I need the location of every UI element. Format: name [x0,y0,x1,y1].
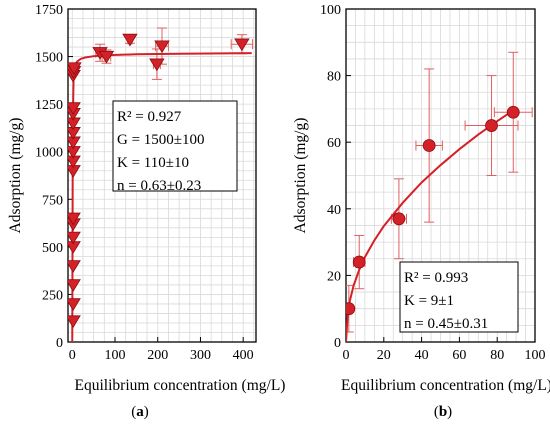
y-tick-label: 40 [327,203,341,218]
fit-stats-frame [399,261,519,333]
y-tick-label: 100 [320,3,341,18]
y-tick-label: 1250 [35,98,63,113]
x-tick-label: 100 [105,348,126,363]
fit-stat-line: G = 1500±100 [117,132,205,148]
y-tick-label: 0 [334,336,341,351]
x-tick-label: 60 [452,348,466,363]
plot-area [68,27,254,342]
plot-frame [345,8,536,343]
fit-curve [71,52,252,342]
fit-stat-line: n = 0.63±0.23 [117,178,201,194]
fit-stats-box: R² = 0.927 G = 1500±100 K = 110±10 n = 0.63… [112,100,238,194]
fit-stat-line: K = 110±10 [117,155,189,171]
fit-curve [346,110,513,342]
y-tick-label: 80 [327,70,341,85]
y-axis-label: Adsorption (mg/g) [7,118,24,234]
fit-stats-box: R² = 0.993 K = 9±1 n = 0.45±0.31 [399,261,519,333]
data-point [346,302,356,316]
data-point [234,38,250,52]
data-point [68,315,81,329]
x-tick-label: 0 [343,348,350,363]
y-tick-label: 500 [42,241,63,256]
y-tick-label: 0 [56,336,63,351]
data-point [68,279,81,292]
fit-stat-line: R² = 0.927 [117,109,182,125]
data-point [68,260,81,273]
data-point [68,298,81,312]
x-axis-label: Equilibrium concentration (mg/L) [75,377,286,394]
y-tick-label: 20 [327,269,341,284]
x-tick-label: 80 [490,348,504,363]
plot-area [346,51,533,342]
y-axis-label: Adsorption (mg/g) [292,118,309,234]
data-point [506,105,520,119]
data-point [485,119,498,132]
data-point [122,33,138,47]
x-tick-label: 400 [233,348,254,363]
x-axis-label: Equilibrium concentration (mg/L) [341,377,550,394]
y-tick-label: 250 [42,288,63,303]
fit-stats-frame [112,100,238,192]
data-point [392,212,406,226]
x-tick-label: 20 [377,348,391,363]
fit-stat-line: R² = 0.993 [404,270,468,286]
plot-frame [67,8,257,343]
y-tick-label: 750 [42,193,63,208]
data-point [68,212,81,226]
y-tick-label: 1500 [35,51,63,66]
data-point [149,58,165,72]
data-point [422,139,436,152]
y-tick-label: 1000 [35,146,63,161]
panel-label-a: (a) [131,404,149,420]
x-tick-label: 300 [190,348,211,363]
chart-panel-a: 0 100 200 300 400 0 250 500 750 1000 1250 1500 1750 E… [7,3,285,394]
chart-panel-b: 0 20 40 60 80 100 0 20 40 60 80 100 Equilibrium conc… [292,3,550,394]
data-point [68,62,82,76]
x-tick-label: 40 [415,348,429,363]
data-point [352,255,366,269]
data-point [98,50,115,64]
data-point [68,102,81,116]
x-tick-label: 0 [69,348,76,363]
data-point [68,231,81,245]
data-point [154,40,170,54]
fit-stat-line: n = 0.45±0.31 [404,316,488,332]
fit-stat-line: K = 9±1 [404,293,454,309]
y-tick-label: 60 [327,136,341,151]
y-tick-label: 1750 [35,3,63,18]
panel-label-b: (b) [434,404,452,420]
x-tick-label: 100 [525,348,546,363]
x-tick-label: 200 [147,348,168,363]
